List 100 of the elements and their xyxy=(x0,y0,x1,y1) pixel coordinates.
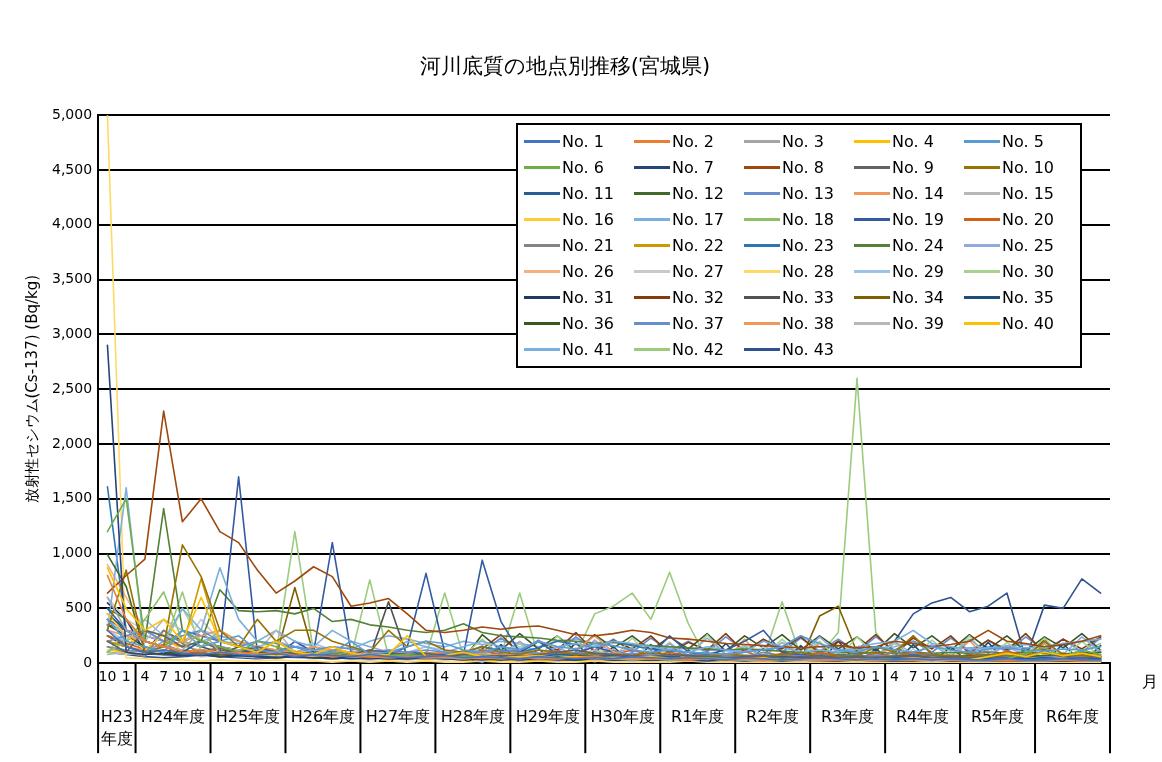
x-tick-label: 7 xyxy=(608,668,618,685)
x-tick-label: 7 xyxy=(758,668,768,685)
y-tick-label: 0 xyxy=(83,653,93,670)
legend-label: No. 40 xyxy=(1002,314,1055,334)
x-tick-label: 4 xyxy=(215,668,225,685)
text: H24年度 xyxy=(140,707,206,727)
x-tick-label: 10 xyxy=(848,668,866,685)
legend-label: No. 22 xyxy=(672,236,725,256)
x-tick-label: 1 xyxy=(796,668,806,685)
legend-label: No. 21 xyxy=(562,236,615,256)
x-tick-label: 7 xyxy=(908,668,918,685)
legend-label: No. 5 xyxy=(1002,132,1044,152)
legend-label: No. 26 xyxy=(562,262,615,282)
x-tick-label: 4 xyxy=(815,668,825,685)
legend-label: No. 37 xyxy=(672,314,725,334)
chart-title: 河川底質の地点別推移(宮城県) xyxy=(419,54,711,79)
x-tick-label: 4 xyxy=(1039,668,1049,685)
text: R6年度 xyxy=(1045,707,1100,727)
text: H26年度 xyxy=(290,707,356,727)
x-tick-label: 10 xyxy=(173,668,192,685)
legend-label: No. 43 xyxy=(782,340,835,360)
legend-label: No. 12 xyxy=(672,184,725,204)
x-tick-label: 7 xyxy=(384,668,393,685)
legend-label: No. 7 xyxy=(672,158,714,178)
legend-label: No. 3 xyxy=(782,132,824,152)
legend-label: No. 8 xyxy=(782,158,824,178)
legend-label: No. 42 xyxy=(672,340,725,360)
x-tick-label: 10 xyxy=(248,668,267,685)
x-tick-label: 4 xyxy=(140,668,150,685)
x-tick-label: 4 xyxy=(365,668,375,685)
x-axis-title: 月 xyxy=(1142,672,1158,692)
x-tick-label: 4 xyxy=(515,668,525,685)
legend-label: No. 35 xyxy=(1002,288,1055,308)
legend-label: No. 18 xyxy=(782,210,835,230)
x-tick-label: 4 xyxy=(665,668,675,685)
y-tick-label: 1,500 xyxy=(51,489,93,506)
legend-label: No. 4 xyxy=(892,132,934,152)
x-tick-label: 10 xyxy=(698,668,717,685)
legend-label: No. 39 xyxy=(892,314,945,334)
x-tick-label: 1 xyxy=(346,668,356,685)
legend-label: No. 15 xyxy=(1002,184,1055,204)
legend-label: No. 6 xyxy=(562,158,604,178)
legend-label: No. 25 xyxy=(1002,236,1055,256)
x-tick-label: 7 xyxy=(683,668,693,685)
x-tick-label: 1 xyxy=(571,668,581,685)
x-tick-label: 4 xyxy=(440,668,450,685)
x-tick-label: 7 xyxy=(533,668,543,685)
legend-label: No. 10 xyxy=(1002,158,1055,178)
legend-label: No. 31 xyxy=(562,288,615,308)
legend-label: No. 27 xyxy=(672,262,725,282)
x-tick-label: 7 xyxy=(159,668,169,685)
x-tick-label: 10 xyxy=(323,668,342,685)
x-tick-label: 4 xyxy=(890,668,900,685)
x-tick-label: 1 xyxy=(421,668,431,685)
x-tick-label: 10 xyxy=(923,668,941,685)
y-tick-label: 500 xyxy=(65,599,93,616)
y-tick-label: 2,500 xyxy=(51,379,93,396)
legend-label: No. 24 xyxy=(892,236,945,256)
y-tick-label: 4,000 xyxy=(51,215,93,232)
x-tick-label: 10 xyxy=(773,668,791,685)
text: H27年度 xyxy=(365,707,431,727)
legend-label: No. 9 xyxy=(892,158,934,178)
legend-label: No. 36 xyxy=(562,314,615,334)
x-tick-label: 4 xyxy=(590,668,600,685)
legend-label: No. 16 xyxy=(562,210,615,230)
x-tick-label: 10 xyxy=(623,668,642,685)
x-tick-label: 7 xyxy=(309,668,319,685)
text: H30年度 xyxy=(590,707,655,727)
x-tick-label: 4 xyxy=(740,668,750,685)
text: H23年度 xyxy=(100,707,134,749)
legend-label: No. 19 xyxy=(892,210,945,230)
x-tick-label: 1 xyxy=(646,668,656,685)
x-tick-label: 10 xyxy=(98,668,117,685)
x-tick-label: 7 xyxy=(1058,668,1068,685)
x-tick-label: 10 xyxy=(548,668,567,685)
y-tick-label: 1,000 xyxy=(51,544,93,561)
text: H28年度 xyxy=(440,707,506,727)
legend-label: No. 13 xyxy=(782,184,835,204)
x-tick-label: 1 xyxy=(496,668,506,685)
x-tick-label: 1 xyxy=(721,668,731,685)
x-tick-label: 1 xyxy=(871,668,881,685)
y-tick-label: 3,500 xyxy=(51,270,93,287)
legend-label: No. 17 xyxy=(672,210,725,230)
legend-label: No. 23 xyxy=(782,236,835,256)
legend-label: No. 2 xyxy=(672,132,714,152)
text: R1年度 xyxy=(671,707,725,727)
x-tick-label: 1 xyxy=(196,668,206,685)
x-tick-label: 7 xyxy=(983,668,993,685)
legend-label: No. 28 xyxy=(782,262,835,282)
text: R2年度 xyxy=(746,707,800,727)
text: H29年度 xyxy=(515,707,581,727)
x-tick-label: 4 xyxy=(290,668,300,685)
y-axis-title: 放射性セシウム(Cs-137) (Bq/kg) xyxy=(22,274,41,504)
text: R5年度 xyxy=(970,707,1025,727)
x-tick-label: 10 xyxy=(473,668,492,685)
legend-label: No. 33 xyxy=(782,288,835,308)
x-tick-label: 7 xyxy=(234,668,244,685)
legend-label: No. 41 xyxy=(562,340,615,360)
legend-label: No. 1 xyxy=(562,132,604,152)
text: R4年度 xyxy=(895,707,950,727)
